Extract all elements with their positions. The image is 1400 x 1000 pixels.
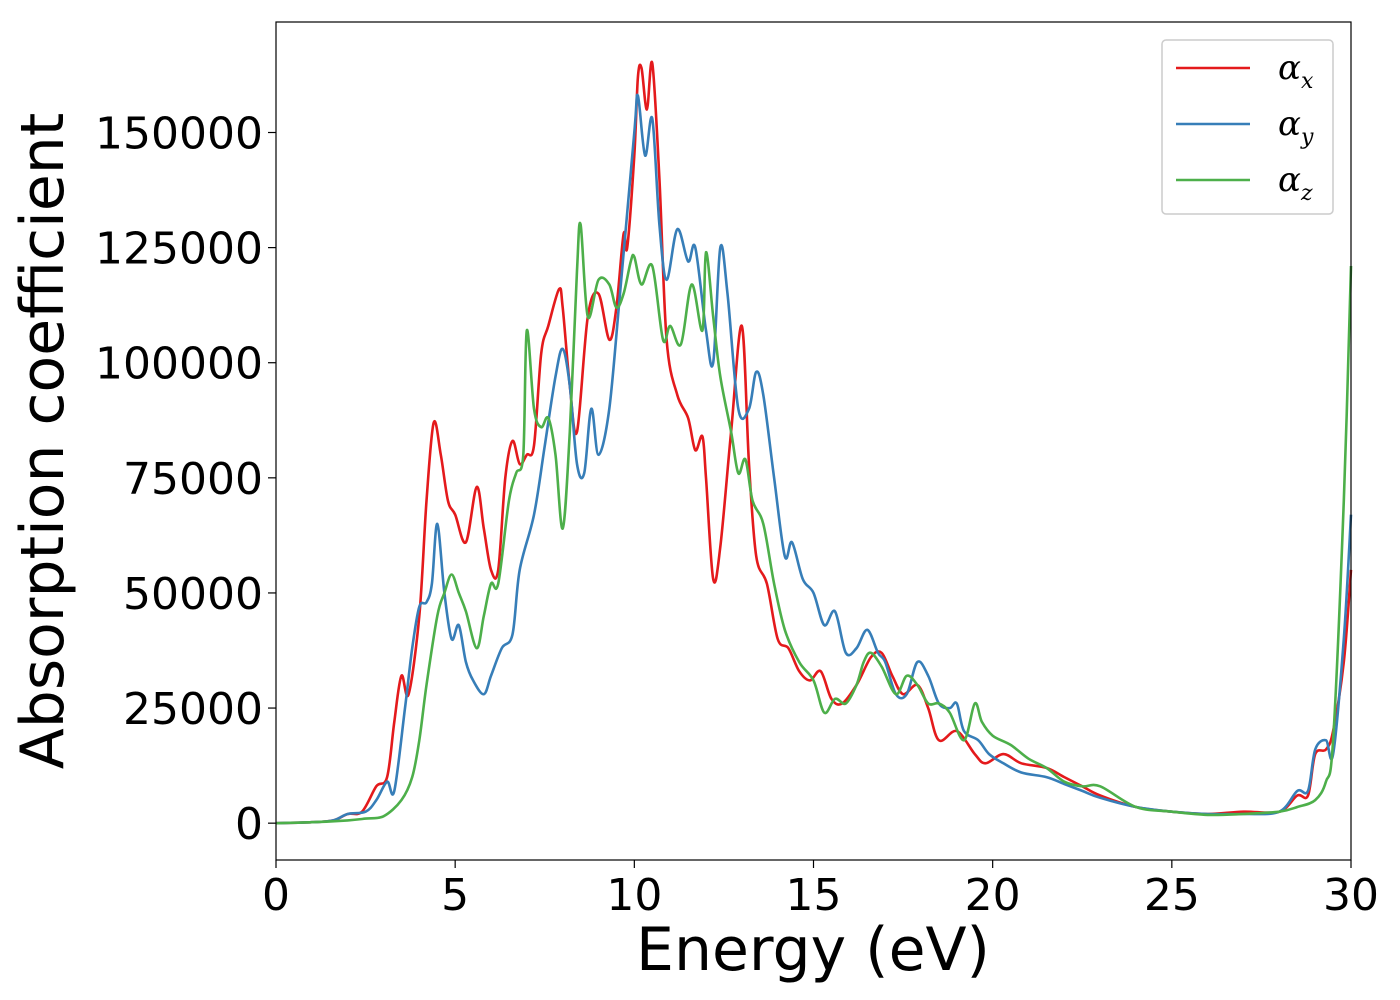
x-axis-title: Energy (eV) — [636, 915, 990, 985]
y-axis-title: Absorption coefficient — [8, 113, 78, 770]
legend-box — [1161, 39, 1334, 215]
x-tick-label: 0 — [262, 870, 290, 921]
x-tick-label: 15 — [786, 870, 842, 921]
series-line-y — [275, 93, 1353, 825]
series-line-x — [275, 60, 1353, 825]
ticks-layer: 0 5 10 15 20 25 30 0 25000 50000 75000 100000 125000… — [95, 109, 1379, 921]
x-tick-label: 10 — [606, 870, 662, 921]
y-tick-label: 0 — [235, 799, 263, 850]
series-line-z — [275, 221, 1353, 825]
x-tick-label: 5 — [441, 870, 469, 921]
x-tick-label: 20 — [965, 870, 1021, 921]
y-tick-label: 100000 — [95, 339, 263, 390]
x-tick-label: 25 — [1144, 870, 1200, 921]
y-tick-label: 25000 — [123, 684, 263, 735]
y-tick-label: 75000 — [123, 454, 263, 505]
y-tick-label: 125000 — [95, 224, 263, 275]
y-tick-label: 50000 — [123, 569, 263, 620]
series-layer — [275, 60, 1353, 825]
x-tick-label: 30 — [1323, 870, 1379, 921]
y-tick-label: 150000 — [95, 109, 263, 160]
